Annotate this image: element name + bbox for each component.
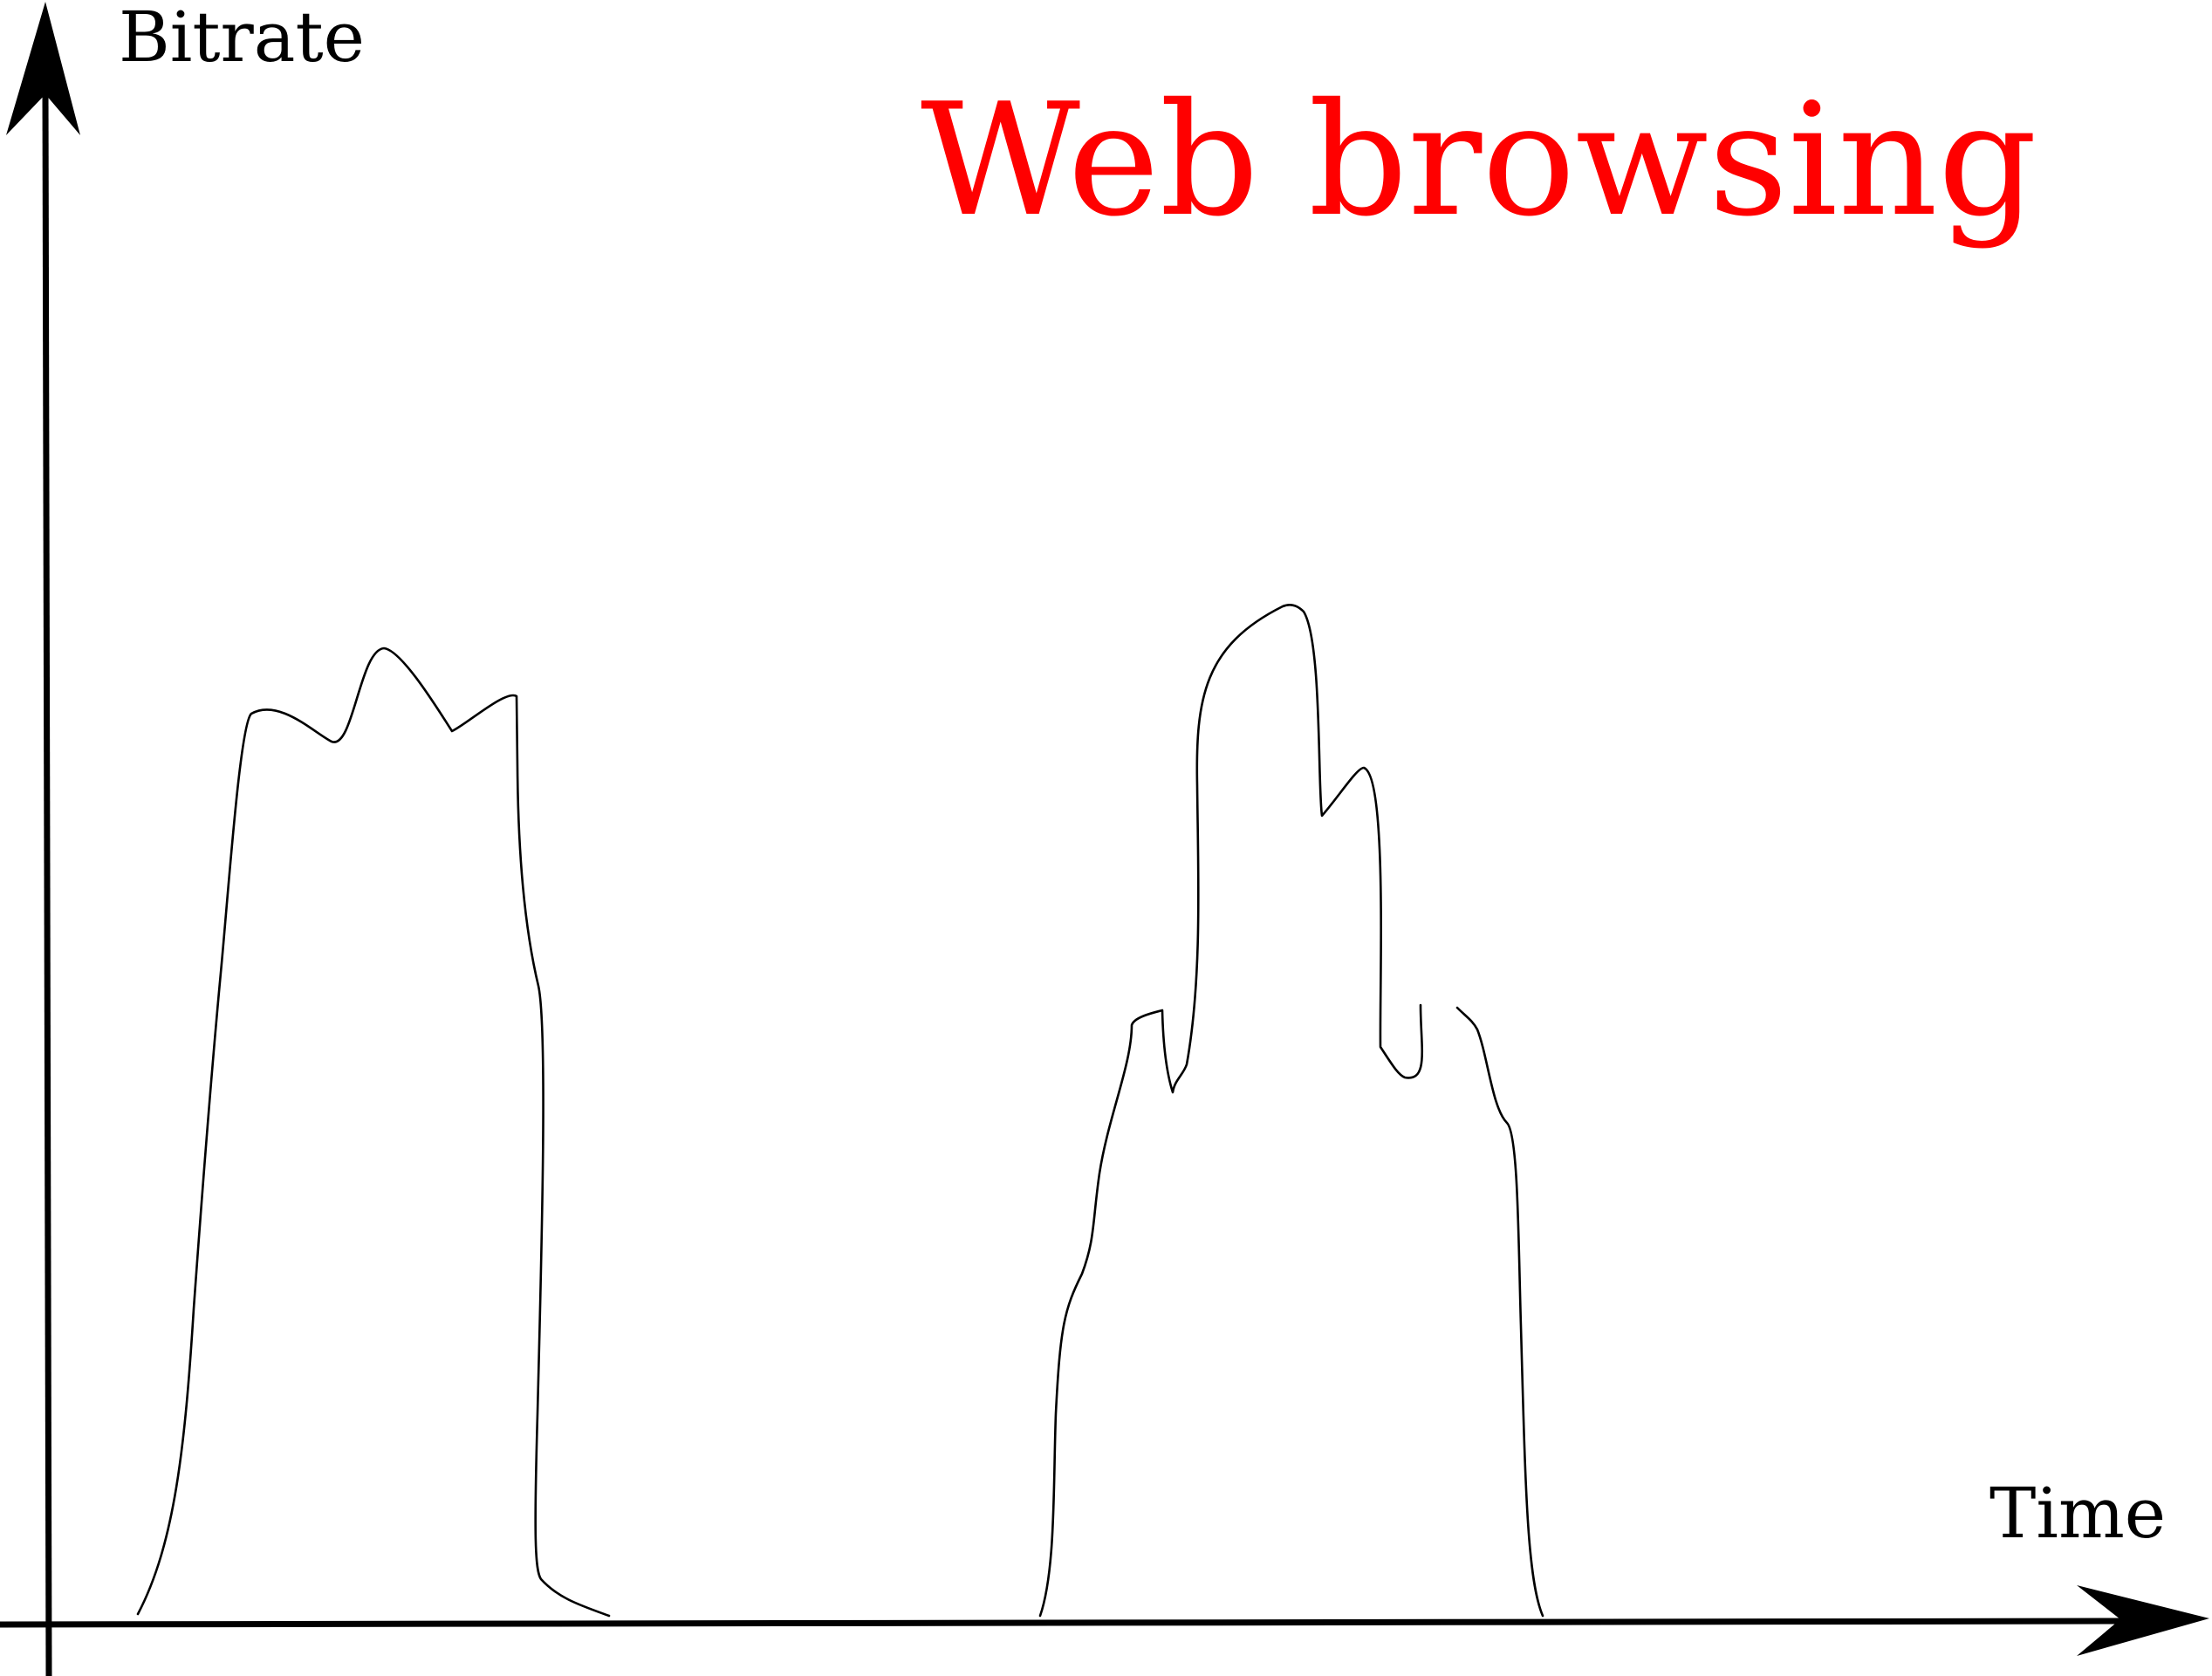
y-axis-arrowhead	[6, 2, 80, 135]
x-axis-arrowhead	[2077, 1585, 2209, 1656]
y-axis-label: Bitrate	[119, 0, 365, 78]
traffic-burst-1	[136, 646, 611, 1618]
traffic-burst-2	[1038, 603, 1423, 1618]
diagram-title: Web browsing	[921, 70, 2037, 250]
traffic-burst-2-tail	[1455, 1006, 1544, 1618]
y-axis	[42, 86, 52, 1676]
x-axis-label: Time	[1989, 1473, 2166, 1554]
x-axis	[0, 1618, 2130, 1628]
